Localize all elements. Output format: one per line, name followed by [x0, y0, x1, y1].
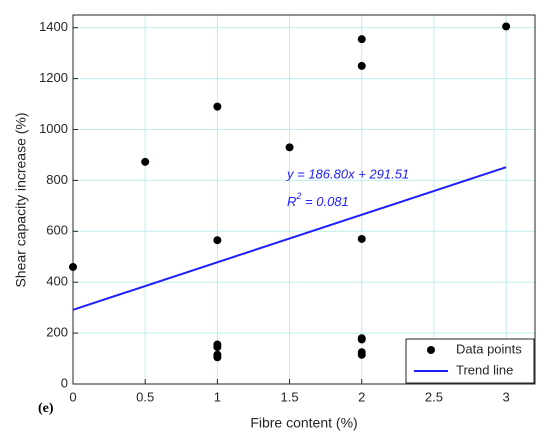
data-point — [357, 335, 366, 344]
legend-label: Trend line — [456, 362, 513, 377]
x-tick-label: 0.5 — [136, 389, 154, 404]
data-point — [357, 350, 366, 359]
data-point — [69, 262, 77, 271]
y-tick-label: 1200 — [39, 70, 68, 85]
y-tick-label: 600 — [46, 223, 68, 238]
x-tick-label: 0 — [69, 389, 76, 404]
panel-label: (e) — [38, 401, 54, 416]
y-tick-label: 1400 — [39, 19, 68, 34]
legend-swatch — [427, 346, 435, 354]
data-point — [213, 353, 222, 362]
r2-sup: 2 — [295, 191, 301, 201]
r2-rest: = 0.081 — [301, 194, 348, 209]
y-tick-label: 0 — [61, 375, 68, 390]
data-point — [357, 35, 366, 44]
data-point — [285, 143, 294, 152]
data-point — [357, 234, 366, 243]
r-squared: R2 = 0.081 — [287, 191, 349, 209]
y-tick-label: 1000 — [39, 121, 68, 136]
data-point — [213, 102, 222, 111]
data-point — [502, 22, 511, 31]
y-tick-label: 200 — [46, 325, 68, 340]
r2-base: R — [287, 194, 296, 209]
y-axis-label: Shear capacity increase (%) — [13, 112, 29, 287]
trend-line — [72, 166, 507, 311]
x-tick-label: 3 — [503, 389, 510, 404]
y-tick-label: 800 — [46, 172, 68, 187]
x-tick-label: 2.5 — [425, 389, 443, 404]
equation: y = 186.80x + 291.51 — [286, 166, 409, 181]
plot-frame — [72, 14, 536, 385]
data-point — [141, 157, 150, 166]
y-tick-label: 400 — [46, 274, 68, 289]
x-tick-label: 1 — [214, 389, 221, 404]
x-axis-label: Fibre content (%) — [250, 415, 357, 431]
legend-box — [405, 338, 535, 384]
data-point — [213, 236, 222, 245]
x-tick-label: 2 — [358, 389, 365, 404]
data-point — [357, 61, 366, 70]
data-point — [213, 343, 222, 352]
x-tick-label: 1.5 — [281, 389, 299, 404]
legend-label: Data points — [456, 341, 522, 356]
